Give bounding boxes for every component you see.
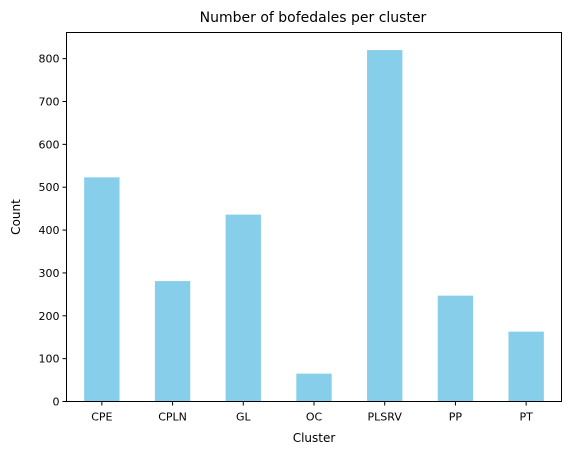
x-tick-label-cpe: CPE	[91, 411, 112, 424]
x-tick-label-plsrv: PLSRV	[368, 411, 403, 424]
bar-plsrv	[367, 50, 403, 402]
y-axis-label: Count	[9, 199, 23, 235]
x-tick-label-oc: OC	[306, 411, 323, 424]
bar-cpln	[154, 281, 191, 402]
bar-gl	[225, 214, 261, 402]
y-tick-label-600: 600	[39, 138, 60, 151]
y-tick-label-100: 100	[39, 353, 60, 366]
y-tick-label-0: 0	[53, 396, 60, 409]
y-tick-label-400: 400	[39, 224, 60, 237]
bar-pp	[437, 295, 474, 402]
x-tick-label-cpln: CPLN	[158, 411, 187, 424]
x-axis: CPE CPLN GL OC PLSRV PP PT	[91, 401, 533, 424]
x-tick-label-gl: GL	[236, 411, 252, 424]
x-axis-label: Cluster	[293, 431, 336, 445]
y-tick-label-300: 300	[39, 267, 60, 280]
bar-pt	[508, 331, 544, 402]
bar-oc	[296, 373, 332, 402]
x-tick-label-pt: PT	[519, 411, 533, 424]
y-tick-label-500: 500	[39, 181, 60, 194]
y-tick-label-200: 200	[39, 310, 60, 323]
bars-group	[84, 50, 544, 402]
plot-frame	[66, 32, 562, 402]
bar-cpe	[84, 177, 120, 402]
y-axis: 0 100 200 300 400 500 600 700 800	[39, 53, 67, 409]
x-tick-label-pp: PP	[449, 411, 463, 424]
chart-title: Number of bofedales per cluster	[200, 10, 427, 26]
y-tick-label-700: 700	[39, 96, 60, 109]
y-tick-label-800: 800	[39, 53, 60, 66]
